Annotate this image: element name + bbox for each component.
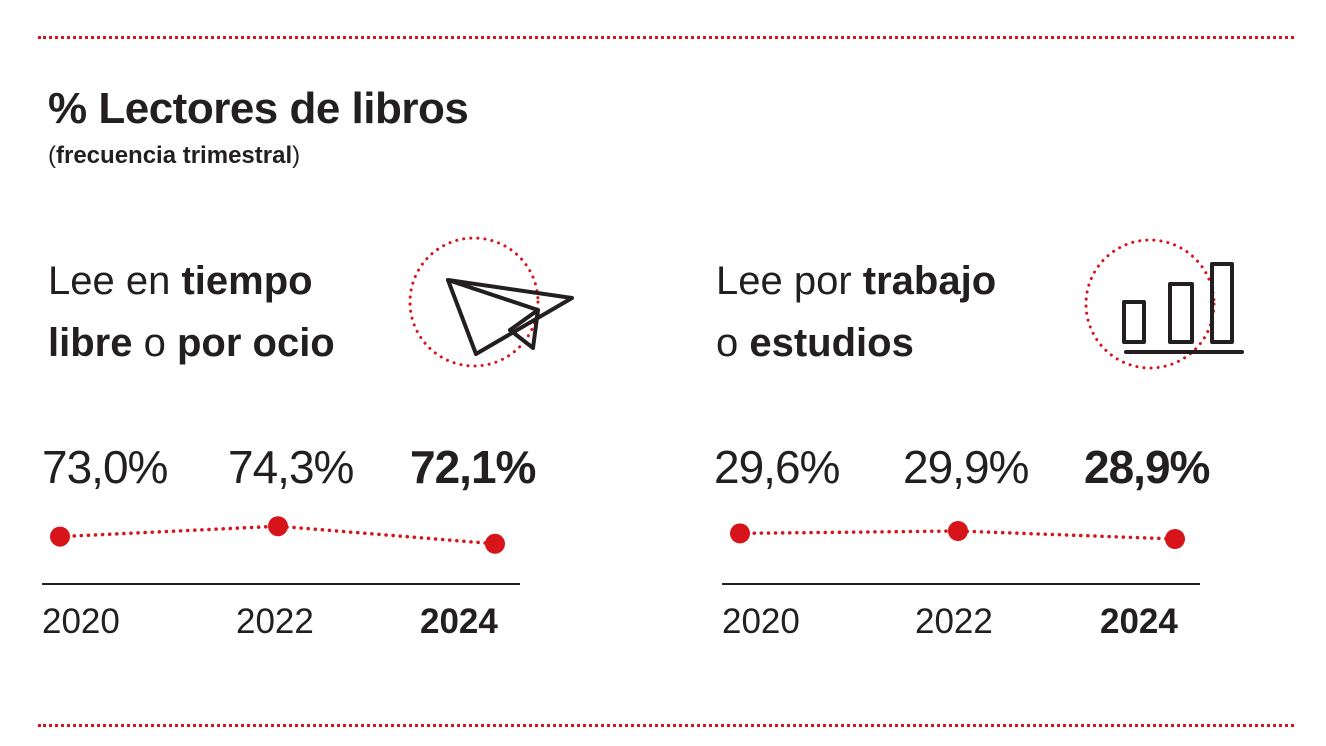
- value-label-work-2024: 28,9%: [1084, 441, 1210, 493]
- x-tick-leisure-2020: 2020: [42, 602, 120, 641]
- heading-leisure-part3: libre: [48, 321, 133, 365]
- top-divider: [38, 36, 1294, 39]
- heading-leisure-part2: tiempo: [181, 259, 313, 303]
- panel-heading-leisure: Lee en tiempo libre o por ocio: [48, 250, 335, 374]
- bar-chart-icon: [1084, 238, 1244, 370]
- series-line-leisure: [58, 524, 497, 546]
- line-chart-leisure: [50, 516, 505, 554]
- data-point-leisure-2024: [485, 533, 505, 554]
- heading-work-part2: trabajo: [862, 259, 997, 303]
- paper-plane-icon: [408, 236, 574, 368]
- heading-work-part3: o: [716, 321, 750, 365]
- data-point-leisure-2022: [268, 516, 288, 537]
- x-tick-work-2022: 2022: [915, 602, 993, 641]
- x-tick-leisure-2022: 2022: [236, 602, 314, 641]
- data-point-work-2024: [1165, 529, 1185, 549]
- x-axis-leisure: [42, 583, 520, 585]
- subtitle-open-paren: (: [48, 142, 56, 169]
- panel-heading-work: Lee por trabajo o estudios: [716, 250, 996, 374]
- bottom-divider: [38, 724, 1294, 727]
- value-label-work-2020: 29,6%: [714, 441, 840, 493]
- x-tick-work-2020: 2020: [722, 602, 800, 641]
- value-label-leisure-2020: 73,0%: [42, 441, 168, 493]
- x-tick-work-2024: 2024: [1100, 602, 1178, 641]
- line-chart-work: [730, 521, 1185, 549]
- series-line-work: [738, 529, 1177, 541]
- value-label-work-2022: 29,9%: [903, 441, 1029, 493]
- data-point-leisure-2020: [50, 526, 70, 547]
- subtitle-text: frecuencia trimestral: [56, 142, 293, 169]
- heading-leisure-part4: o: [132, 321, 177, 365]
- heading-leisure-part5: por ocio: [176, 321, 335, 365]
- subtitle-close-paren: ): [292, 142, 301, 169]
- data-point-work-2022: [948, 521, 968, 541]
- x-axis-work: [722, 583, 1200, 585]
- page-subtitle: (frecuencia trimestral): [48, 142, 300, 170]
- value-label-leisure-2022: 74,3%: [228, 441, 354, 493]
- heading-leisure-part1: Lee en: [48, 259, 182, 303]
- heading-work-part1: Lee por: [716, 259, 863, 303]
- data-point-work-2020: [730, 523, 750, 544]
- x-tick-leisure-2024: 2024: [420, 602, 498, 641]
- heading-work-part4: estudios: [749, 321, 914, 365]
- value-label-leisure-2024: 72,1%: [410, 441, 536, 493]
- page-title: % Lectores de libros: [48, 84, 469, 133]
